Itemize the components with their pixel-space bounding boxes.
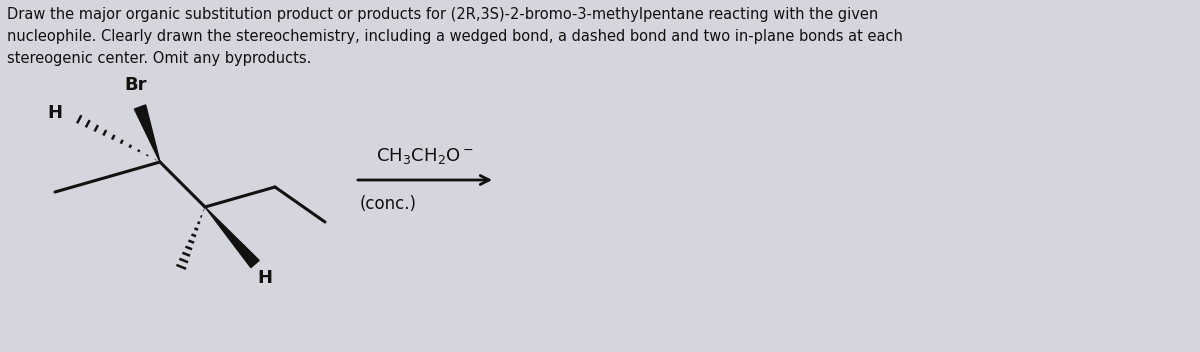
Text: nucleophile. Clearly drawn the stereochemistry, including a wedged bond, a dashe: nucleophile. Clearly drawn the stereoche… [7,29,902,44]
Text: H: H [258,269,272,287]
Polygon shape [134,105,160,162]
Text: Br: Br [125,76,148,94]
Text: CH$_3$CH$_2$O$^-$: CH$_3$CH$_2$O$^-$ [376,146,474,166]
Text: stereogenic center. Omit any byproducts.: stereogenic center. Omit any byproducts. [7,51,311,66]
Text: Draw the major organic substitution product or products for (2R,3S)-2-bromo-3-me: Draw the major organic substitution prod… [7,7,878,22]
Text: (conc.): (conc.) [360,195,418,213]
Polygon shape [205,207,259,268]
Text: H: H [47,104,62,122]
